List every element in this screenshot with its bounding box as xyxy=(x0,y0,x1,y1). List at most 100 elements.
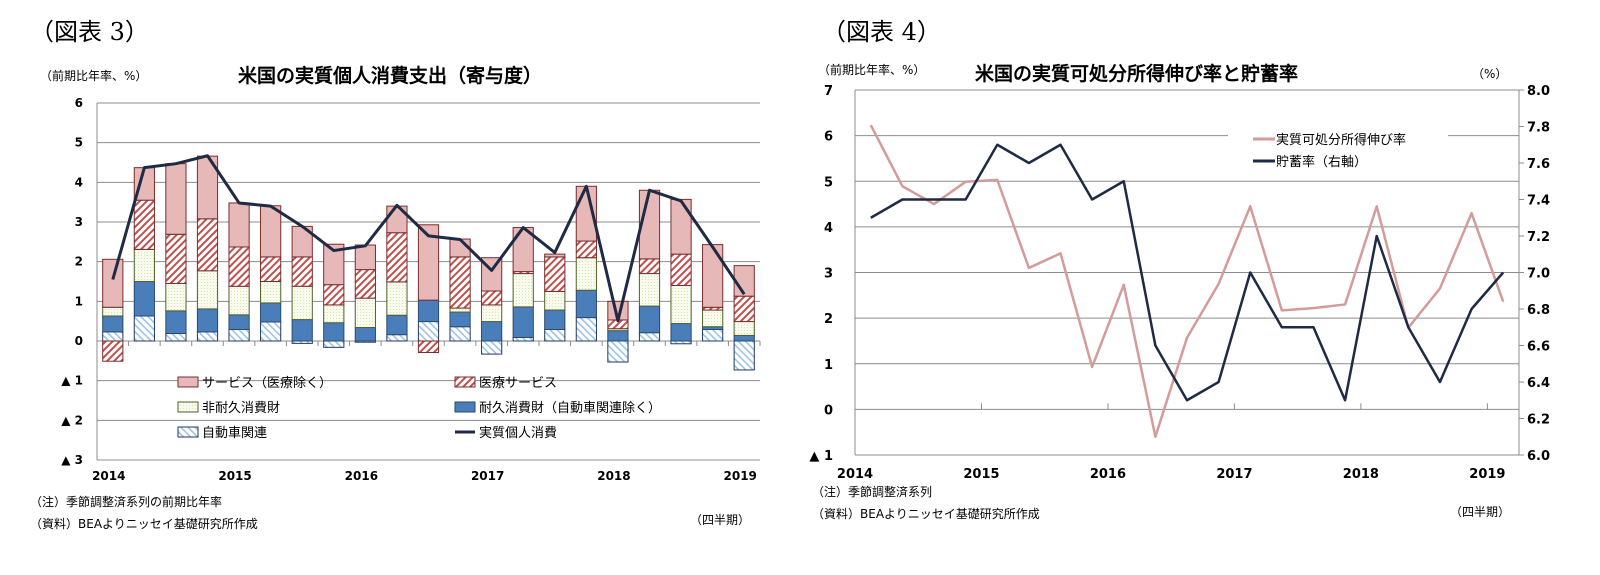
bar-segment xyxy=(323,322,345,342)
bar-segment xyxy=(544,328,566,342)
bar-segment xyxy=(228,328,250,342)
bar-segment xyxy=(702,328,724,342)
bar-segment xyxy=(386,232,408,283)
bar-segment xyxy=(638,258,661,275)
legend-label: 実質個人消費 xyxy=(479,425,557,441)
y-tick-label: 0 xyxy=(824,403,833,418)
bar-segment xyxy=(323,243,345,286)
legend-swatch xyxy=(454,376,476,388)
legend-swatch xyxy=(177,426,199,438)
y-tick-label: 5 xyxy=(75,136,83,150)
y2-tick-label: 8.0 xyxy=(1527,84,1550,99)
left-note: （注）季節調整済系列の前期比年率 xyxy=(30,494,222,509)
y-tick-label: 6 xyxy=(75,96,83,110)
right-unit-label: （前期比年率、%） xyxy=(818,62,925,77)
x-tick-label: 2015 xyxy=(963,467,999,482)
y2-tick-label: 6.6 xyxy=(1527,340,1550,355)
bar-segment xyxy=(165,282,187,312)
legend-label: 実質可処分所得伸び率 xyxy=(1276,132,1406,148)
x-tick-label: 2019 xyxy=(1469,467,1505,482)
bar-segment xyxy=(260,321,282,342)
left-y-axis: 6 5 4 3 2 1 0 ▲ 1 ▲ 2 ▲ 3 xyxy=(61,96,83,467)
bar-segment xyxy=(386,281,408,316)
bar-segment xyxy=(417,321,440,342)
left-chart-title: 米国の実質個人消費支出（寄与度） xyxy=(238,64,542,87)
bar-segment xyxy=(481,304,503,323)
x-tick-label: 2016 xyxy=(1090,467,1126,482)
bar-segment xyxy=(449,326,471,342)
bar-segment xyxy=(102,331,124,342)
bar-segment xyxy=(733,340,755,371)
bar-segment xyxy=(260,205,282,258)
bar-segment xyxy=(512,336,534,342)
bar-segment xyxy=(417,224,440,301)
bar-segment xyxy=(354,297,376,329)
y-tick-label: 3 xyxy=(824,267,833,282)
bar-segment xyxy=(638,273,661,307)
bar-segment xyxy=(165,332,187,342)
bar-segment xyxy=(228,314,250,330)
bar-segment xyxy=(702,309,724,328)
y-tick-label: 1 xyxy=(824,358,833,373)
bar-segment xyxy=(512,273,534,308)
bar-segment xyxy=(165,310,187,334)
x-tick-label: 2019 xyxy=(724,469,757,483)
bar-segment xyxy=(575,317,597,342)
bar-segment xyxy=(702,244,724,308)
legend-label: 耐久消費財（自動車関連除く） xyxy=(479,401,661,416)
y-tick-label: 2 xyxy=(75,255,83,269)
bar-segment xyxy=(260,302,282,323)
bar-segment xyxy=(733,321,755,336)
y-tick-label: ▲ 1 xyxy=(809,449,833,464)
legend-swatch xyxy=(177,401,199,413)
y-tick-label: 4 xyxy=(75,175,83,189)
bar-segment xyxy=(670,323,692,342)
right-source: （資料）BEAよりニッセイ基礎研究所作成 xyxy=(812,506,1040,521)
bar-segment xyxy=(133,315,155,342)
y-tick-label: ▲ 1 xyxy=(61,374,83,388)
bar-segment xyxy=(575,257,597,291)
bar-segment xyxy=(607,330,629,342)
right-axis-unit-label: （%） xyxy=(1472,67,1507,81)
right-x-axis: 2014 2015 2016 2017 2018 2019 xyxy=(837,467,1506,482)
bar-segment xyxy=(102,258,124,308)
y-tick-label: 5 xyxy=(824,175,833,190)
bar-segment xyxy=(481,340,503,355)
bar-segment xyxy=(196,331,219,342)
left-source: （資料）BEAよりニッセイ基礎研究所作成 xyxy=(30,516,258,531)
y2-tick-label: 6.8 xyxy=(1527,303,1550,318)
y2-tick-label: 7.2 xyxy=(1527,230,1550,245)
x-tick-label: 2014 xyxy=(92,469,125,483)
y2-tick-label: 7.4 xyxy=(1527,194,1550,209)
y-tick-label: 6 xyxy=(824,130,833,145)
right-chart-title: 米国の実質可処分所得伸び率と貯蓄率 xyxy=(975,62,1298,85)
y-tick-label: 3 xyxy=(75,215,83,229)
left-figure-label: （図表 3） xyxy=(30,18,149,46)
y2-tick-label: 7.8 xyxy=(1527,121,1550,136)
y-tick-label: 4 xyxy=(824,221,833,236)
legend-swatch xyxy=(177,376,199,388)
bar-segment xyxy=(196,218,219,272)
bar-segment xyxy=(512,306,534,338)
legend-label: 医療サービス xyxy=(479,376,557,391)
bar-segment xyxy=(165,163,187,235)
bar-segment xyxy=(544,256,566,292)
bar-segment xyxy=(670,198,692,255)
x-tick-label: 2017 xyxy=(1216,467,1252,482)
bar-segment xyxy=(228,246,250,287)
bar-segment xyxy=(638,305,661,334)
y-tick-label: ▲ 3 xyxy=(61,453,83,467)
bar-segment xyxy=(575,240,597,259)
y-tick-label: 2 xyxy=(824,312,833,327)
bar-segment xyxy=(481,321,503,342)
bar-segment xyxy=(323,284,345,306)
bar-segment xyxy=(133,281,155,317)
bar-segment xyxy=(733,334,755,342)
bar-segment xyxy=(354,269,376,299)
legend-label: 非耐久消費財 xyxy=(202,401,280,416)
right-figure-label: （図表 4） xyxy=(822,18,941,46)
left-period-label: （四半期） xyxy=(690,513,750,527)
